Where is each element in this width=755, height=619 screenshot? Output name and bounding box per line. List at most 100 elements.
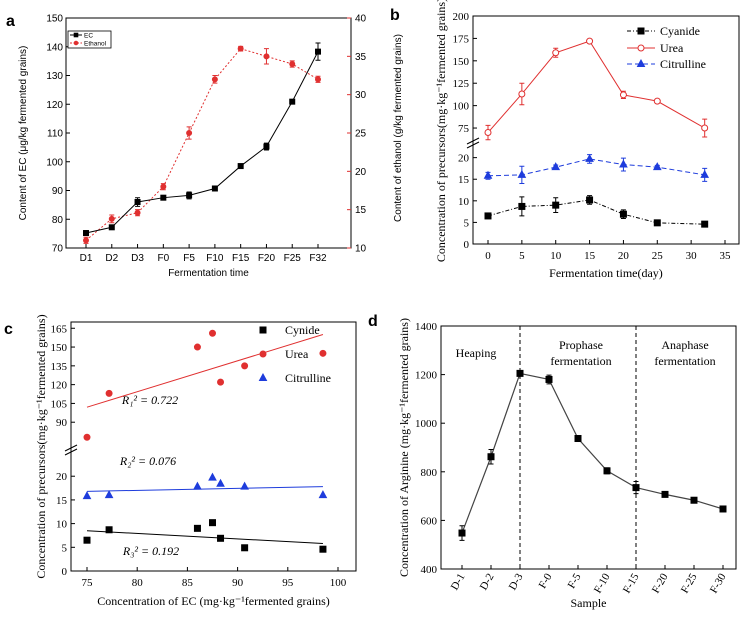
panel-d-point: [690, 496, 698, 504]
panel-c-citrulline-point: [193, 481, 202, 490]
panel-c-legend-citrulline-label: Citrulline: [285, 371, 331, 385]
panel-label-d: d: [368, 313, 378, 330]
panel-b-citrulline-point: [483, 170, 493, 179]
panel-b-xtick-label: 5: [519, 250, 525, 262]
panel-label-c: c: [4, 321, 13, 338]
panel-b-xlabel: Fermentation time(day): [549, 266, 663, 280]
panel-a-ec-point: [211, 185, 218, 192]
panel-a-ethanol-point: [108, 215, 115, 222]
panel-a-xtick-label: D2: [105, 253, 118, 264]
panel-a-ethanol-point: [134, 209, 141, 216]
panel-a-xtick-label: D1: [80, 253, 93, 264]
panel-label-a: a: [6, 13, 15, 30]
panel-b-urea-point: [653, 97, 661, 105]
panel-b-frame: [472, 15, 740, 245]
panel-c-cynide-point: [319, 545, 327, 553]
panel-c-cynide-fit-line: [86, 530, 323, 545]
panel-b-ytick-label: 100: [453, 101, 470, 113]
panel-a-ytick-label: 150: [46, 14, 63, 25]
panel-c-cynide-point: [241, 544, 249, 552]
panel-c-xtick-label: 75: [82, 577, 94, 589]
panel-c-citrulline-point: [208, 472, 217, 481]
panel-a-ytick-right-label: 15: [355, 205, 367, 216]
panel-a-ec-point: [315, 48, 321, 55]
panel-d-xtick-label: F-15: [621, 571, 642, 595]
panel-a-series-ethanol-line: [85, 48, 319, 241]
panel-b-xtick-label: 0: [485, 250, 491, 262]
panel-d-point: [516, 369, 524, 377]
panel-b-legend-urea-marker: [637, 44, 645, 52]
panel-b-ytick-label: 175: [453, 33, 470, 45]
panel-c-ytick-label: 105: [51, 398, 68, 410]
panel-b-xtick-label: 15: [584, 250, 596, 262]
panel-a-ec-point: [186, 192, 193, 199]
panel-c-ylabel: Concentration of precursors(mg·kg⁻¹ferme…: [34, 314, 48, 578]
panel-c-urea-point: [319, 349, 327, 357]
panel-d-point: [545, 375, 553, 383]
panel-c-annotation-cynide: R₃² = 0.192: [122, 544, 179, 558]
panel-b-xtick-label: 30: [686, 250, 698, 262]
panel-d-point: [487, 453, 495, 461]
panel-a-ytick-right-label: 30: [355, 90, 367, 101]
panel-b-chart: 0 5 10 15 20 75 100 125 150 175 200 0 5 10 15 20 25 30 35 F…: [434, 0, 740, 280]
panel-d-xtick-label: F-10: [592, 571, 613, 595]
panel-a-ec-point: [289, 98, 296, 105]
panel-c-cynide-point: [105, 526, 113, 534]
panel-c-frame: [70, 321, 357, 572]
panel-d-point: [458, 529, 466, 537]
panel-c-ytick-label: 0: [62, 566, 68, 578]
panel-b-legend-cyanide-marker: [637, 27, 645, 35]
panel-b-axis-break: [466, 137, 480, 149]
panel-d-ytick-label: 400: [421, 564, 438, 576]
panel-b-citrulline-point: [619, 159, 628, 168]
panel-c-ytick-label: 20: [56, 471, 68, 483]
panel-c-legend-urea-label: Urea: [285, 347, 309, 361]
panel-c-annotation-citrulline: R₂² = 0.076: [119, 454, 176, 468]
panel-b-citrulline-point: [585, 153, 594, 162]
panel-a-ylabel-right: Content of ethanol (g/kg fermented grain…: [393, 34, 404, 222]
panel-a-legend-label: EC: [84, 33, 93, 40]
panel-a-ytick-label: 120: [46, 100, 63, 111]
panel-b-ytick-label: 5: [464, 217, 470, 229]
panel-c-xtick-label: 90: [232, 577, 244, 589]
panel-a-ethanol-point: [211, 76, 218, 83]
panel-b-ylabel: Concentration of precursors(mg·kg⁻¹ferme…: [434, 0, 448, 262]
panel-a-ethanol-point: [263, 53, 270, 60]
panel-a-ethanol-point: [315, 76, 321, 83]
panel-c-legend-cynide-label: Cynide: [285, 323, 320, 337]
panel-b-urea-point: [484, 129, 492, 137]
panel-d-frame: [440, 325, 737, 570]
panel-c-cynide-point: [83, 536, 91, 544]
panel-d-region-label-line: Anaphase: [661, 338, 708, 352]
panel-a-ytick-label: 90: [52, 186, 64, 197]
panel-b-legend-citrulline-label: Citrulline: [660, 57, 706, 71]
panel-b-citrulline-point: [700, 169, 710, 178]
panel-d-point: [632, 484, 640, 492]
panel-b-cyanide-point: [518, 202, 526, 210]
panel-d-xlabel: Sample: [571, 596, 607, 610]
panel-a-chart: 70 80 90 100 110 120 130 140 150 10 15 20 25 30 35 40 D1…: [18, 14, 404, 280]
panel-d-point: [574, 435, 582, 443]
panel-b-ytick-label: 200: [453, 11, 470, 23]
panel-d-ytick-label: 1400: [415, 321, 438, 333]
panel-c-urea-fit-line: [86, 334, 324, 408]
panel-b-xtick-label: 35: [720, 250, 732, 262]
panel-c-xlabel: Concentration of EC (mg·kg⁻¹fermented gr…: [97, 594, 330, 608]
panel-b-cyanide-point: [701, 220, 709, 228]
panel-c-ytick-label: 165: [51, 323, 68, 335]
panel-b-xtick-label: 10: [550, 250, 562, 262]
panel-d-ylabel: Concentration of Arginine (mg·kg⁻¹fermen…: [397, 318, 411, 577]
panel-c-legend-cynide-marker: [259, 326, 267, 334]
panel-d-ytick-label: 1000: [415, 418, 438, 430]
panel-c-cynide-point: [209, 519, 216, 527]
panel-d-ytick-label: 800: [421, 467, 438, 479]
panel-c-ytick-label: 120: [51, 380, 68, 392]
panel-b-urea-point: [586, 37, 594, 45]
panel-d-xtick-label: F-0: [537, 571, 555, 591]
panel-a-legend-marker: [73, 32, 79, 38]
panel-b-urea-point: [518, 90, 526, 98]
panel-c-cynide-point: [193, 524, 201, 532]
panel-a-ytick-label: 110: [47, 129, 63, 140]
panel-d-series-line: [461, 372, 724, 534]
